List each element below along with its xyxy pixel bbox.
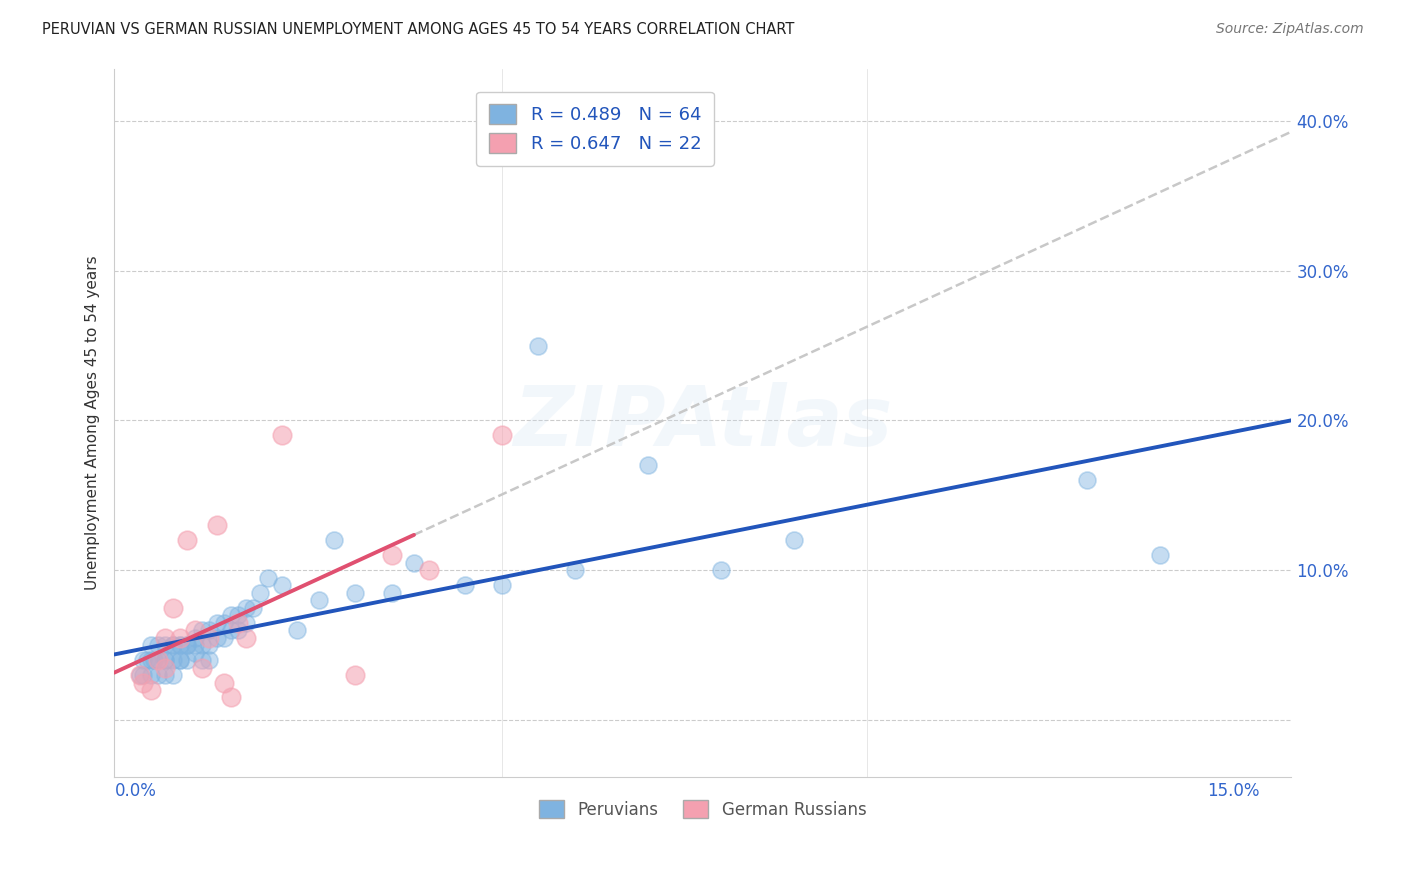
Point bbox=[710, 563, 733, 577]
Point bbox=[235, 615, 257, 630]
Point bbox=[228, 608, 250, 623]
Point bbox=[169, 638, 191, 652]
Point bbox=[1076, 474, 1098, 488]
Point bbox=[381, 548, 404, 562]
Point bbox=[418, 563, 440, 577]
Point bbox=[139, 683, 162, 698]
Point bbox=[132, 675, 155, 690]
Point bbox=[136, 653, 159, 667]
Point bbox=[176, 638, 198, 652]
Point bbox=[249, 585, 271, 599]
Point bbox=[169, 653, 191, 667]
Text: ZIPAtlas: ZIPAtlas bbox=[513, 382, 893, 463]
Point bbox=[155, 660, 177, 674]
Point bbox=[454, 578, 477, 592]
Point bbox=[146, 668, 169, 682]
Point bbox=[169, 631, 191, 645]
Point bbox=[198, 631, 221, 645]
Point bbox=[169, 638, 191, 652]
Point bbox=[198, 623, 221, 637]
Point bbox=[235, 631, 257, 645]
Point bbox=[219, 623, 242, 637]
Point bbox=[162, 653, 184, 667]
Text: PERUVIAN VS GERMAN RUSSIAN UNEMPLOYMENT AMONG AGES 45 TO 54 YEARS CORRELATION CH: PERUVIAN VS GERMAN RUSSIAN UNEMPLOYMENT … bbox=[42, 22, 794, 37]
Point bbox=[271, 578, 294, 592]
Point bbox=[564, 563, 586, 577]
Point bbox=[139, 638, 162, 652]
Point bbox=[146, 653, 169, 667]
Point bbox=[155, 631, 177, 645]
Point bbox=[212, 615, 235, 630]
Point bbox=[235, 600, 257, 615]
Y-axis label: Unemployment Among Ages 45 to 54 years: Unemployment Among Ages 45 to 54 years bbox=[86, 255, 100, 590]
Point bbox=[344, 668, 367, 682]
Point bbox=[1149, 548, 1171, 562]
Point bbox=[285, 623, 308, 637]
Point bbox=[162, 638, 184, 652]
Point bbox=[162, 668, 184, 682]
Point bbox=[381, 585, 404, 599]
Point bbox=[191, 623, 214, 637]
Point bbox=[256, 571, 278, 585]
Point bbox=[183, 646, 205, 660]
Point bbox=[146, 653, 169, 667]
Point bbox=[146, 638, 169, 652]
Point bbox=[228, 615, 250, 630]
Point bbox=[128, 668, 150, 682]
Point bbox=[155, 653, 177, 667]
Point bbox=[242, 600, 264, 615]
Point bbox=[344, 585, 367, 599]
Point bbox=[191, 653, 214, 667]
Point bbox=[271, 428, 294, 442]
Point bbox=[176, 533, 198, 548]
Point bbox=[191, 638, 214, 652]
Point bbox=[139, 668, 162, 682]
Point bbox=[322, 533, 344, 548]
Point bbox=[143, 653, 166, 667]
Point bbox=[176, 638, 198, 652]
Text: Source: ZipAtlas.com: Source: ZipAtlas.com bbox=[1216, 22, 1364, 37]
Point bbox=[527, 338, 550, 352]
Legend: Peruvians, German Russians: Peruvians, German Russians bbox=[533, 793, 873, 825]
Point bbox=[198, 638, 221, 652]
Point bbox=[198, 653, 221, 667]
Point bbox=[162, 638, 184, 652]
Point bbox=[219, 690, 242, 705]
Point bbox=[128, 668, 150, 682]
Point bbox=[491, 428, 513, 442]
Point bbox=[637, 458, 659, 473]
Point bbox=[205, 615, 228, 630]
Point bbox=[219, 608, 242, 623]
Point bbox=[212, 631, 235, 645]
Point bbox=[162, 600, 184, 615]
Point bbox=[228, 623, 250, 637]
Point bbox=[491, 578, 513, 592]
Point bbox=[183, 631, 205, 645]
Point bbox=[176, 653, 198, 667]
Point bbox=[205, 631, 228, 645]
Point bbox=[183, 623, 205, 637]
Point bbox=[191, 660, 214, 674]
Point bbox=[155, 653, 177, 667]
Point bbox=[308, 593, 330, 607]
Point bbox=[183, 638, 205, 652]
Point bbox=[169, 653, 191, 667]
Point bbox=[783, 533, 806, 548]
Point bbox=[132, 668, 155, 682]
Point bbox=[402, 556, 425, 570]
Point bbox=[212, 675, 235, 690]
Point bbox=[132, 653, 155, 667]
Point bbox=[205, 518, 228, 533]
Point bbox=[155, 668, 177, 682]
Point bbox=[139, 653, 162, 667]
Point bbox=[155, 638, 177, 652]
